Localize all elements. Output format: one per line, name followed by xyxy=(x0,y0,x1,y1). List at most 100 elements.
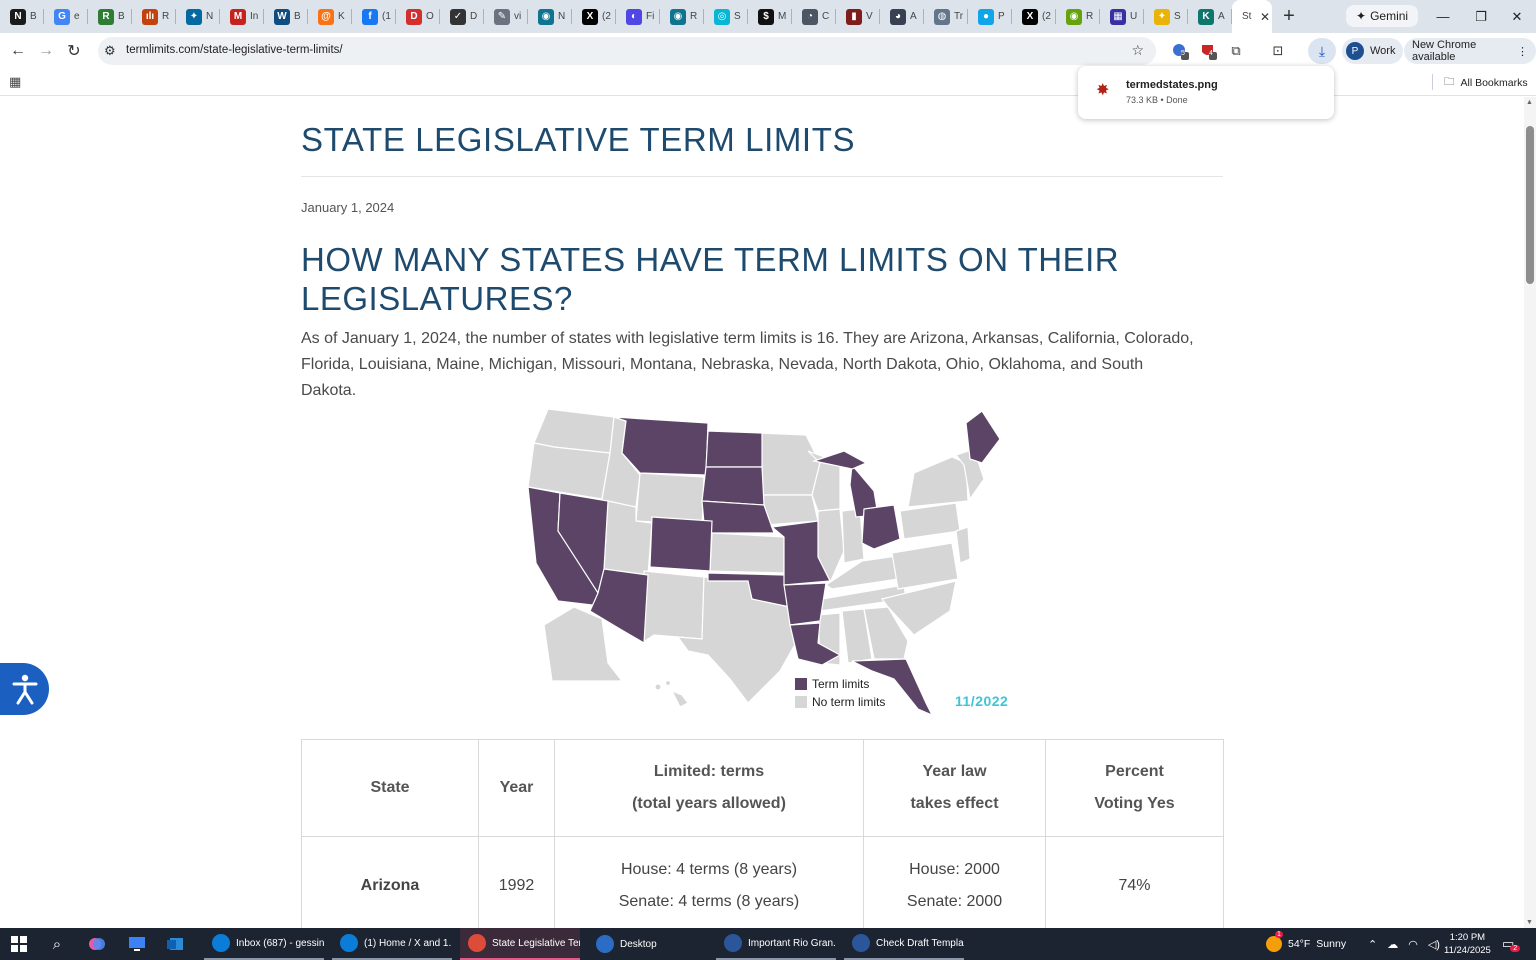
tab-favicon-icon: G xyxy=(54,8,70,25)
taskbar-app[interactable]: Desktop xyxy=(588,928,708,960)
header-limited-terms: Limited: terms (total years allowed) xyxy=(554,739,864,837)
profile-button[interactable]: P Work xyxy=(1342,38,1404,64)
taskbar-app[interactable]: Check Draft Templa... xyxy=(844,928,964,960)
tab-item[interactable]: X (2 xyxy=(572,0,616,33)
all-bookmarks-button[interactable]: 🗀 All Bookmarks xyxy=(1444,74,1528,92)
tab-item[interactable]: ılı R xyxy=(132,0,176,33)
windows-start-icon[interactable] xyxy=(8,933,30,955)
scroll-thumb[interactable] xyxy=(1526,126,1534,284)
clock[interactable]: 1:20 PM 11/24/2025 xyxy=(1444,931,1491,957)
tab-item[interactable]: ◍ Tr xyxy=(924,0,968,33)
tab-item[interactable]: ◎ S xyxy=(704,0,748,33)
tab-item[interactable]: X (2 xyxy=(1012,0,1056,33)
forward-arrow-icon[interactable]: → xyxy=(38,42,54,59)
download-filename[interactable]: termedstates.png xyxy=(1126,79,1218,91)
restore-icon[interactable]: ❐ xyxy=(1475,8,1487,24)
state-wyoming xyxy=(635,472,705,526)
tab-item[interactable]: @ K xyxy=(308,0,352,33)
minimize-icon[interactable]: — xyxy=(1436,9,1450,24)
tab-item[interactable]: ◔ C xyxy=(792,0,836,33)
tab-item[interactable]: ✦ S xyxy=(1144,0,1188,33)
site-info-icon[interactable]: ⚙ xyxy=(104,43,116,58)
address-bar[interactable]: ⚙ termlimits.com/state-legislative-term-… xyxy=(98,37,1156,65)
url-text[interactable]: termlimits.com/state-legislative-term-li… xyxy=(126,44,343,56)
outlook-icon[interactable] xyxy=(164,933,186,955)
tab-item[interactable]: ✦ N xyxy=(176,0,220,33)
menu-kebab-icon[interactable]: ⋮ xyxy=(1517,45,1528,58)
tab-item[interactable]: ✎ vi xyxy=(484,0,528,33)
update-label: New Chrome available xyxy=(1412,39,1477,63)
clock-date: 11/24/2025 xyxy=(1444,945,1491,956)
taskbar-app-label: (1) Home / X and 1... xyxy=(364,937,452,949)
apps-grid-icon[interactable]: ▦ xyxy=(9,74,22,89)
tab-item[interactable]: ◉ N xyxy=(528,0,572,33)
weather-widget[interactable]: 1 54°F Sunny xyxy=(1266,928,1346,960)
tab-item[interactable]: M In xyxy=(220,0,264,33)
scroll-down-icon[interactable]: ▼ xyxy=(1526,919,1533,926)
remote-desktop-icon[interactable] xyxy=(126,933,148,955)
taskbar-app-label: Desktop xyxy=(620,938,657,950)
bookmark-star-icon[interactable]: ☆ xyxy=(1131,42,1144,58)
tab-item[interactable]: ▦ U xyxy=(1100,0,1144,33)
shield-extension-icon[interactable]: 4 xyxy=(1198,41,1218,61)
tab-item[interactable]: ✓ D xyxy=(440,0,484,33)
taskbar-app[interactable]: State Legislative Ter... xyxy=(460,928,580,960)
tab-item[interactable]: ▮ V xyxy=(836,0,880,33)
scroll-up-icon[interactable]: ▲ xyxy=(1526,99,1533,106)
tab-item[interactable]: ◉ R xyxy=(1056,0,1100,33)
notification-icon[interactable]: ▭ 2 xyxy=(1502,928,1521,960)
tab-close-icon[interactable]: ✕ xyxy=(1260,9,1271,24)
gemini-button[interactable]: ✦ Gemini xyxy=(1346,5,1419,27)
onedrive-icon[interactable]: ☁ xyxy=(1387,938,1399,951)
tab-favicon-icon: R xyxy=(98,8,114,25)
state-south-dakota xyxy=(701,466,765,506)
tab-item[interactable]: ● P xyxy=(968,0,1012,33)
tab-label: (2 xyxy=(1042,11,1051,22)
taskbar-app[interactable]: Inbox (687) - gessin... xyxy=(204,928,324,960)
tab-item[interactable]: ◐ Fi xyxy=(616,0,660,33)
tab-search-icon[interactable]: ⊡ xyxy=(1272,43,1284,58)
download-bubble[interactable]: ✸ termedstates.png 73.3 KB • Done xyxy=(1078,66,1334,119)
tab-favicon-icon: ✎ xyxy=(494,8,510,25)
tab-label: e xyxy=(74,11,80,22)
legend-label: No term limits xyxy=(812,695,886,709)
gemini-sparkle-icon: ✦ xyxy=(1356,9,1367,23)
title-divider xyxy=(301,176,1223,177)
tab-item[interactable]: ◉ R xyxy=(660,0,704,33)
download-icon[interactable]: ⤓ xyxy=(1308,38,1336,64)
taskbar-app[interactable]: (1) Home / X and 1... xyxy=(332,928,452,960)
page-scrollbar[interactable]: ▲ ▼ xyxy=(1524,97,1536,928)
tab-active[interactable]: St ✕ xyxy=(1232,0,1272,33)
new-tab-button[interactable]: + xyxy=(1283,5,1295,27)
taskbar-app-label: Inbox (687) - gessin... xyxy=(236,937,324,949)
accessibility-button[interactable] xyxy=(0,663,49,715)
chevron-up-icon[interactable]: ⌃ xyxy=(1368,938,1378,951)
update-chrome-button[interactable]: New Chrome available ⋮ xyxy=(1404,38,1536,64)
volume-icon[interactable]: ◁) xyxy=(1427,938,1440,951)
avatar: P xyxy=(1346,42,1364,60)
taskbar-app[interactable]: Important Rio Gran... xyxy=(716,928,836,960)
tab-label: R xyxy=(1086,11,1094,22)
extension-icon[interactable]: 5 xyxy=(1170,41,1190,61)
back-arrow-icon[interactable]: ← xyxy=(10,42,26,59)
tab-item[interactable]: ◕ A xyxy=(880,0,924,33)
reload-icon[interactable]: ↻ xyxy=(67,43,81,60)
copilot-icon[interactable] xyxy=(86,933,108,955)
tab-label: N xyxy=(206,11,214,22)
tab-item[interactable]: $ M xyxy=(748,0,792,33)
state-missouri xyxy=(770,520,831,586)
tab-label: In xyxy=(250,11,259,22)
puzzle-icon[interactable]: ⧉ xyxy=(1231,43,1241,58)
wifi-icon[interactable]: ◠ xyxy=(1408,938,1418,951)
tab-label: (2 xyxy=(602,11,611,22)
search-icon[interactable]: ⌕ xyxy=(52,935,62,953)
close-window-icon[interactable]: ✕ xyxy=(1511,8,1523,24)
tab-label: A xyxy=(1218,11,1225,22)
tab-item[interactable]: f (1 xyxy=(352,0,396,33)
